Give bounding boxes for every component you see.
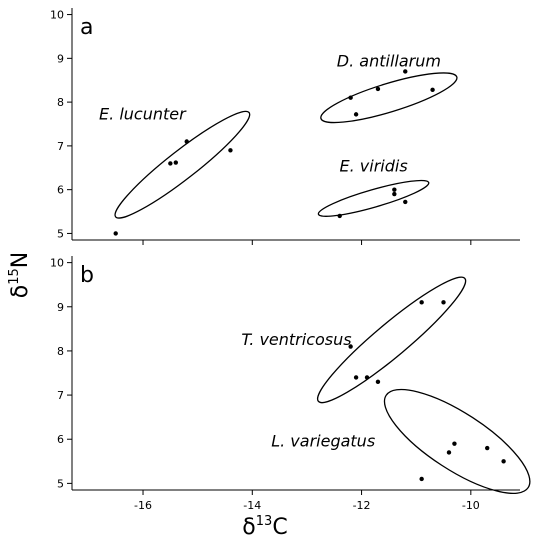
x-tick-label: -10 [462,499,480,512]
ellipse-d-antillarum [320,72,458,124]
y-tick-label: 10 [50,9,64,22]
point-l-variegatus [501,459,506,464]
point-e-viridis [392,191,397,197]
point-d-antillarum [375,86,381,92]
point-t-ventricosus [348,344,353,349]
y-tick-label: 8 [57,345,64,358]
y-tick-label: 10 [50,257,64,270]
point-t-ventricosus [353,375,359,380]
x-tick-label: -12 [353,499,371,512]
point-t-ventricosus [364,375,370,380]
x-axis: -16 -14 -12 -10 [134,499,480,512]
point-t-ventricosus [441,300,446,305]
point-e-lucunter [228,148,233,153]
point-t-ventricosus [375,379,381,385]
ellipse-e-viridis [317,179,430,217]
point-l-variegatus [485,445,490,451]
species-label-e-lucunter: E. lucunter [99,105,187,124]
panel-letter: a [80,15,93,40]
point-e-viridis [403,199,408,205]
point-d-antillarum [348,95,353,100]
ellipse-l-variegatus [383,388,531,494]
y-tick-label: 9 [57,301,64,314]
x-tick-label: -16 [134,499,152,512]
y-tick-label: 5 [57,477,64,490]
point-e-viridis [392,187,397,192]
panel-b: 5 6 7 8 9 10 b T. ventricosus L. variegatus [50,256,531,495]
point-e-lucunter [184,139,189,144]
point-d-antillarum [430,87,435,93]
point-l-variegatus [446,450,452,455]
species-label-t-ventricosus: T. ventricosus [241,330,351,349]
point-e-lucunter [113,231,118,236]
point-e-lucunter [173,160,179,165]
point-l-variegatus [419,476,424,482]
y-axis-title: δ15N [7,252,33,298]
y-tick-label: 6 [57,184,64,197]
point-e-viridis [337,213,342,219]
species-label-d-antillarum: D. antillarum [337,52,441,71]
y-tick-label: 5 [57,227,64,240]
panel-letter: b [80,263,94,288]
y-tick-label: 9 [57,52,64,65]
y-tick-label: 8 [57,96,64,109]
ellipse-t-ventricosus [316,276,467,404]
x-axis-title: δ13C [242,514,287,540]
y-tick-label: 7 [57,140,64,153]
point-d-antillarum [353,112,359,117]
species-label-e-viridis: E. viridis [340,156,408,175]
point-l-variegatus [452,441,457,446]
panel-a: 5 6 7 8 9 10 a D. antillarum E. lucunter E. virid… [50,8,520,245]
point-e-lucunter [168,161,173,166]
point-d-antillarum [403,69,408,74]
point-t-ventricosus [419,300,424,305]
ellipse-e-lucunter [114,110,251,219]
y-tick-label: 6 [57,433,64,446]
y-tick-label: 7 [57,389,64,402]
species-label-l-variegatus: L. variegatus [271,431,375,450]
x-tick-label: -14 [243,499,261,512]
